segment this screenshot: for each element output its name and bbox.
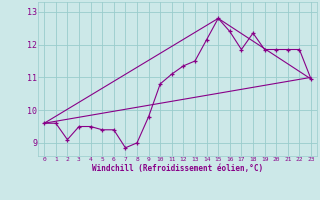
X-axis label: Windchill (Refroidissement éolien,°C): Windchill (Refroidissement éolien,°C) <box>92 164 263 173</box>
